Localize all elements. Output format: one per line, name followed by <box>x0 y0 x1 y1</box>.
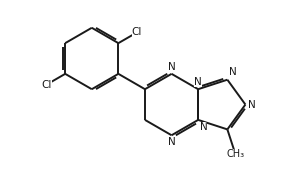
Text: N: N <box>194 77 202 87</box>
Text: N: N <box>168 62 175 72</box>
Text: Cl: Cl <box>41 80 52 90</box>
Text: CH₃: CH₃ <box>226 149 244 159</box>
Text: Cl: Cl <box>132 27 142 37</box>
Text: N: N <box>168 137 175 147</box>
Text: N: N <box>248 100 256 110</box>
Text: N: N <box>200 122 207 132</box>
Text: N: N <box>229 67 237 77</box>
